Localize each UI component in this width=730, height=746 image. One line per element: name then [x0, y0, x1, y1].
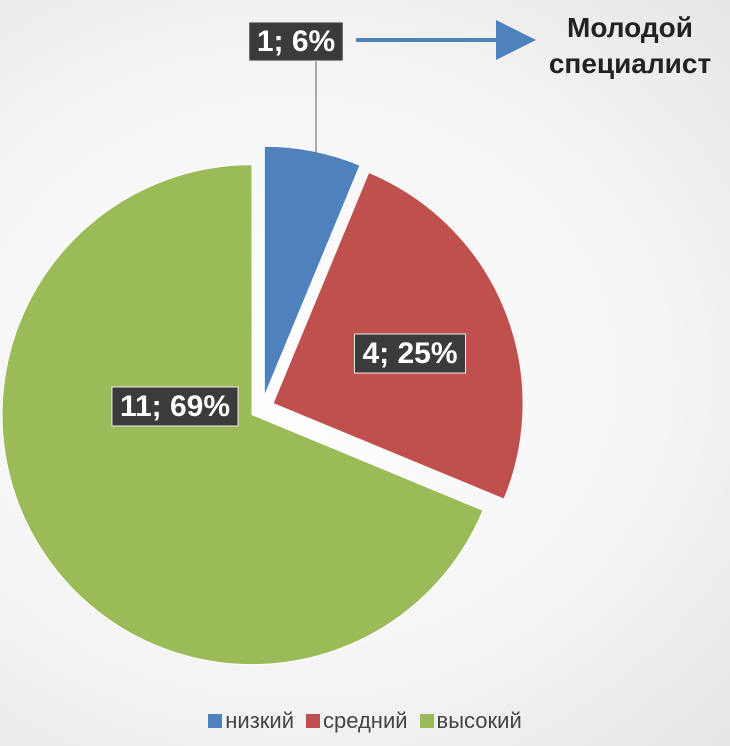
legend-item: средний: [305, 708, 408, 734]
pie-slice: [263, 145, 361, 397]
pie-slice: [1, 164, 484, 666]
data-label-box: [248, 21, 344, 62]
legend-swatch: [305, 714, 320, 728]
legend: низкий средний высокий: [0, 708, 730, 734]
data-label-text: 11; 69%: [120, 390, 230, 423]
data-label-box: [111, 386, 239, 427]
data-label-text: 4; 25%: [362, 337, 457, 370]
legend-label: средний: [322, 708, 408, 733]
data-label: 1; 6%: [248, 21, 344, 62]
data-label-text: 1; 6%: [257, 25, 335, 58]
data-label-box: [353, 333, 467, 374]
data-label: 4; 25%: [353, 333, 467, 374]
legend-label: высокий: [436, 708, 522, 733]
legend-item: высокий: [419, 708, 522, 734]
legend-swatch: [419, 714, 434, 728]
annotation: Молодой специалист: [548, 12, 712, 79]
data-label: 11; 69%: [111, 386, 239, 427]
legend-swatch: [208, 714, 223, 728]
legend-label: низкий: [225, 708, 294, 733]
legend-item: низкий: [208, 708, 294, 734]
